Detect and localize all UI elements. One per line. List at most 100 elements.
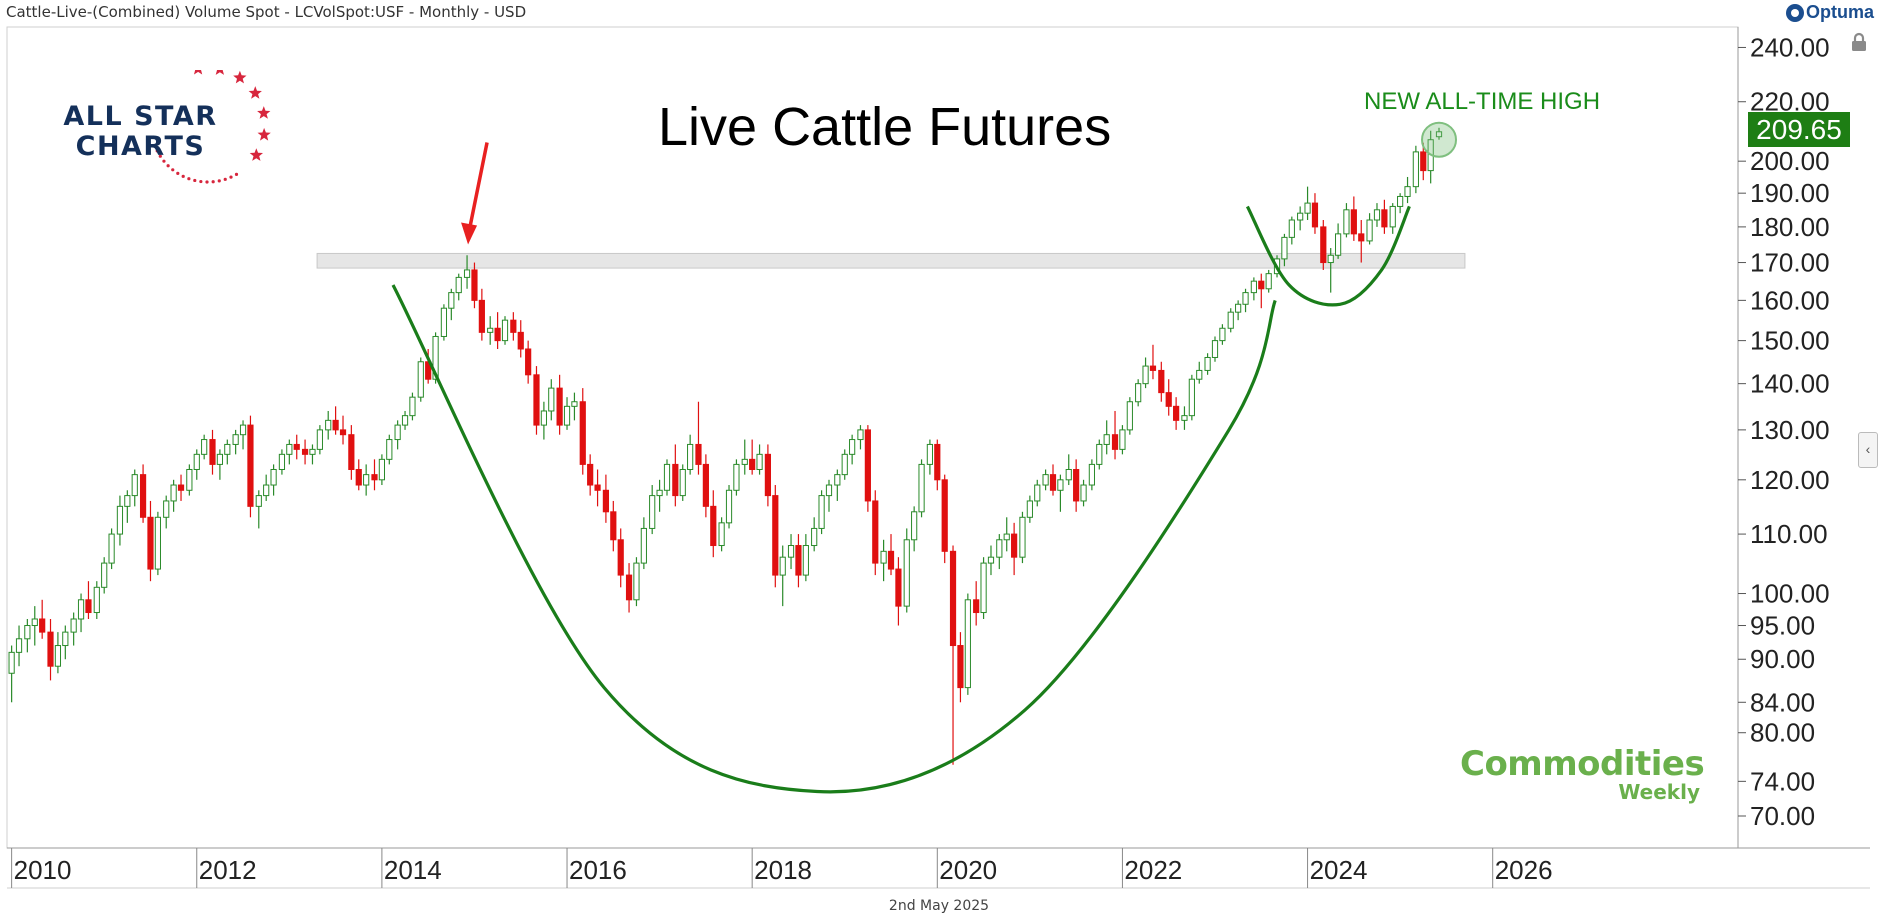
candle-up	[363, 464, 370, 496]
candle-body	[286, 443, 293, 455]
candle-up	[548, 379, 555, 421]
candle-up	[571, 392, 578, 421]
candle-body	[1389, 205, 1396, 228]
x-tick-label: 2026	[1495, 855, 1553, 885]
candle-up	[849, 434, 856, 465]
y-tick-label: 70.00	[1750, 801, 1815, 831]
logo-star	[257, 106, 271, 119]
candle-body	[579, 401, 586, 465]
candle-up	[1397, 193, 1404, 214]
candle-body	[270, 468, 277, 486]
candle-up	[316, 425, 323, 455]
watermark-sub: Weekly	[1618, 780, 1700, 804]
candle-body	[54, 645, 62, 667]
candle-body	[1088, 463, 1095, 486]
candle-down	[1149, 344, 1157, 380]
ath-highlight-circle	[1421, 121, 1458, 158]
candle-down	[139, 464, 147, 523]
candle-body	[594, 484, 601, 491]
candle-up	[725, 485, 733, 529]
candle-body	[687, 443, 694, 470]
candle-body	[1265, 273, 1272, 290]
candle-body	[1034, 484, 1041, 502]
lock-icon[interactable]	[1849, 32, 1869, 52]
candle-up	[802, 534, 809, 582]
candle-down	[47, 618, 54, 681]
candle-up	[733, 459, 740, 496]
x-tick-label: 2018	[754, 855, 812, 885]
candle-up	[232, 429, 239, 455]
candle-up	[1327, 248, 1334, 293]
candle-down	[749, 439, 756, 475]
candle-body	[926, 443, 933, 465]
candle-up	[1404, 176, 1411, 204]
x-tick-label: 2012	[199, 855, 257, 885]
candle-body	[1011, 533, 1018, 558]
candle-up	[918, 459, 925, 518]
candle-body	[263, 484, 270, 497]
resistance-zone	[316, 252, 1466, 269]
candle-body	[62, 631, 69, 647]
candle-up	[1042, 469, 1049, 491]
all-time-high-annotation: NEW ALL-TIME HIGH	[1364, 88, 1601, 115]
candle-up	[964, 593, 971, 695]
y-tick-label: 160.00	[1750, 285, 1830, 315]
candle-body	[394, 424, 401, 441]
candle-up	[93, 581, 100, 619]
logo-star	[257, 127, 271, 141]
candle-down	[1049, 464, 1057, 496]
candle-down	[1358, 220, 1365, 263]
candle-body	[232, 434, 239, 445]
candle-body	[517, 331, 524, 350]
y-tick-label: 150.00	[1750, 326, 1830, 356]
candle-up	[718, 517, 725, 552]
candle-body	[131, 474, 138, 497]
candle-body	[301, 448, 309, 455]
candle-down	[371, 459, 378, 491]
candle-up	[1412, 145, 1419, 194]
candle-body	[741, 458, 748, 465]
candle-body	[325, 419, 332, 431]
y-tick-label: 80.00	[1750, 718, 1815, 748]
candle-body	[1173, 405, 1180, 421]
logo-star	[194, 70, 203, 75]
candle-body	[440, 307, 448, 337]
candle-body	[510, 319, 517, 333]
candle-up	[201, 434, 208, 460]
candle-up	[15, 625, 23, 667]
candle-up	[779, 545, 786, 607]
candle-body	[186, 468, 193, 491]
candle-body	[1096, 443, 1103, 465]
candle-body	[108, 533, 115, 564]
candle-body	[533, 374, 540, 426]
collapse-panel-button[interactable]: ‹	[1858, 432, 1878, 468]
candle-down	[525, 340, 532, 384]
candle-up	[687, 434, 694, 475]
x-tick-label: 2024	[1310, 855, 1368, 885]
candle-down	[587, 454, 594, 496]
candle-body	[1350, 209, 1357, 235]
candle-up	[263, 474, 270, 501]
handle-arc	[1245, 205, 1411, 307]
candle-body	[478, 299, 485, 333]
candle-up	[116, 495, 124, 546]
x-tick-label: 2022	[1124, 855, 1182, 885]
candle-up	[1096, 439, 1103, 470]
y-tick-label: 74.00	[1750, 766, 1815, 796]
candle-up	[911, 506, 918, 552]
optuma-brand[interactable]: Optuma	[1785, 2, 1874, 23]
candle-body	[602, 489, 610, 513]
candle-body	[355, 468, 362, 486]
candle-down	[147, 500, 154, 582]
chart-header-title: Cattle-Live-(Combined) Volume Spot - LCV…	[6, 3, 527, 21]
logo-dot	[234, 172, 239, 176]
candle-body	[1165, 392, 1172, 407]
candle-body	[1119, 429, 1126, 450]
candle-body	[1381, 209, 1388, 228]
candle-body	[980, 562, 987, 614]
candle-down	[355, 459, 362, 491]
candle-body	[1227, 311, 1234, 329]
candle-body	[818, 495, 825, 529]
candle-down	[1173, 397, 1180, 430]
